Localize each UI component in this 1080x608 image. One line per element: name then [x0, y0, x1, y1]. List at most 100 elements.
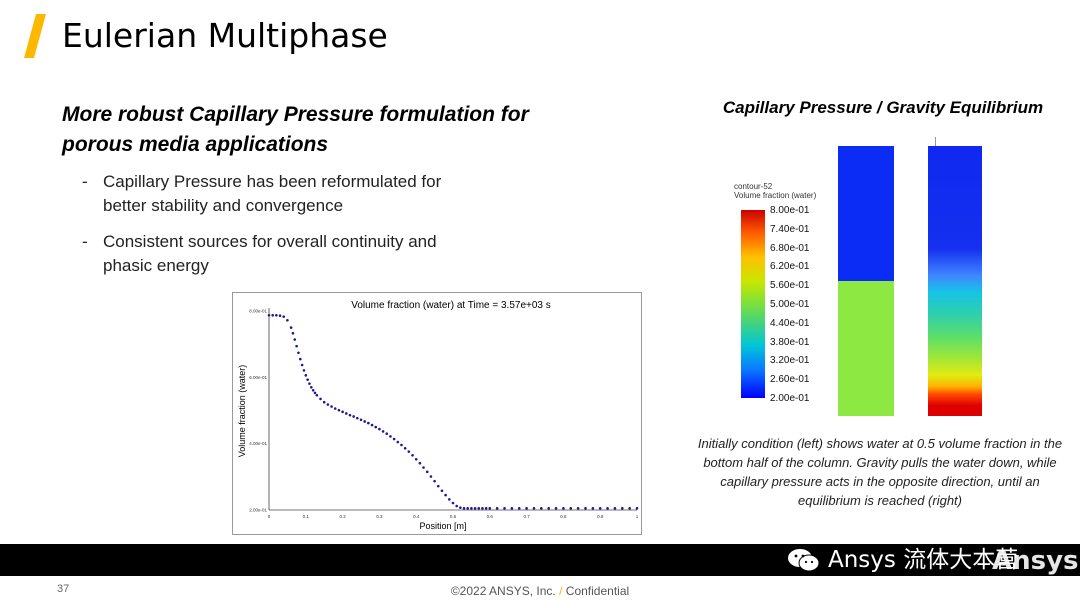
- contour-legend-title: contour-52 Volume fraction (water): [734, 182, 816, 200]
- bullet-text: Consistent sources for overall continuit…: [103, 232, 437, 275]
- data-point: [477, 507, 481, 510]
- accent-slash-icon: [24, 14, 46, 58]
- data-point: [466, 507, 470, 510]
- watermark-text: Ansys 流体大本营: [828, 547, 1019, 573]
- data-point: [389, 435, 392, 438]
- x-axis-label: Position [m]: [419, 521, 466, 531]
- data-point: [291, 331, 295, 335]
- data-point: [562, 507, 565, 510]
- data-point: [381, 430, 385, 433]
- data-point: [396, 440, 400, 444]
- data-point: [370, 423, 374, 427]
- initial-condition-column: [838, 146, 894, 416]
- wechat-icon: [788, 549, 820, 572]
- data-point: [322, 400, 326, 404]
- equilibrium-column: [928, 146, 982, 416]
- data-point: [444, 493, 447, 497]
- data-point: [598, 507, 602, 510]
- page-number: 37: [57, 583, 70, 595]
- data-point: [411, 453, 414, 457]
- data-point: [425, 470, 429, 474]
- x-tick-label: 0.6: [487, 514, 494, 519]
- color-scale-tick-label: 2.00e-01: [770, 393, 810, 404]
- data-point: [414, 457, 418, 461]
- x-tick-label: 0.2: [339, 514, 346, 519]
- color-scale-tick-label: 4.40e-01: [770, 317, 810, 329]
- data-point: [392, 437, 396, 441]
- data-point: [606, 507, 609, 510]
- data-point: [422, 466, 425, 469]
- color-scale-tick-label: 8.00e-01: [770, 205, 810, 216]
- color-scale-tick-label: 6.80e-01: [770, 242, 810, 254]
- color-scale-bar: [741, 210, 765, 398]
- data-point: [295, 344, 298, 348]
- data-point: [319, 397, 322, 401]
- y-tick-label: 8.00e-01: [249, 309, 267, 314]
- color-scale-tick-label: 3.80e-01: [770, 336, 810, 348]
- data-point: [451, 501, 455, 505]
- data-point: [525, 507, 528, 510]
- volume-fraction-chart: Volume fraction (water) at Time = 3.57e+…: [232, 292, 642, 535]
- data-point: [315, 393, 319, 397]
- color-scale-tick-label: 7.40e-01: [770, 223, 810, 235]
- data-point: [267, 314, 271, 317]
- data-point: [293, 338, 297, 341]
- data-point: [298, 357, 302, 361]
- chart-title: Volume fraction (water) at Time = 3.57e+…: [351, 300, 551, 311]
- data-point: [470, 507, 473, 510]
- color-scale-tick-label: 5.00e-01: [770, 299, 810, 310]
- data-point: [484, 507, 488, 510]
- data-point: [503, 507, 506, 510]
- data-point: [313, 391, 317, 395]
- data-point: [403, 447, 407, 450]
- data-point: [271, 314, 274, 317]
- data-point: [407, 450, 411, 453]
- data-point: [306, 378, 309, 381]
- data-point: [344, 412, 348, 415]
- data-point: [436, 484, 440, 488]
- data-point: [356, 416, 359, 420]
- y-tick-label: 4.00e-01: [249, 441, 267, 446]
- data-point: [385, 432, 389, 436]
- data-point: [359, 418, 363, 422]
- x-tick-label: 0.7: [523, 514, 530, 519]
- data-point: [554, 507, 558, 510]
- ansys-logo: Ansys: [992, 546, 1079, 576]
- chart-svg: Volume fraction (water) at Time = 3.57e+…: [237, 300, 639, 531]
- y-axis-label: Volume fraction (water): [237, 365, 247, 458]
- data-point: [278, 314, 282, 317]
- bullet-text: Capillary Pressure has been reformulated…: [103, 172, 442, 215]
- x-tick-label: 1: [636, 514, 639, 519]
- data-point: [569, 507, 573, 510]
- data-point: [341, 410, 344, 414]
- data-point: [455, 504, 458, 508]
- data-point: [400, 443, 403, 447]
- data-point: [433, 479, 436, 483]
- data-point: [300, 363, 304, 367]
- data-point: [326, 403, 330, 406]
- color-scale-tick-label: 6.20e-01: [770, 261, 810, 273]
- x-tick-label: 0.8: [560, 514, 567, 519]
- data-point: [517, 507, 521, 510]
- equilibrium-title: Capillary Pressure / Gravity Equilibrium: [722, 98, 1044, 117]
- data-point: [591, 507, 595, 510]
- footer-bar: [0, 544, 1080, 576]
- bullet-dash: -: [82, 232, 88, 251]
- copyright-separator: /: [559, 584, 563, 598]
- data-point: [510, 507, 514, 510]
- data-point: [620, 507, 624, 510]
- data-point: [547, 507, 550, 510]
- slide-title: Eulerian Multiphase: [62, 16, 388, 55]
- y-tick-label: 6.00e-01: [249, 375, 267, 380]
- confidential-text: Confidential: [565, 584, 630, 598]
- data-point: [289, 326, 293, 329]
- data-point: [584, 507, 587, 510]
- x-tick-label: 0: [268, 514, 271, 519]
- data-point: [308, 382, 311, 385]
- data-point: [495, 507, 499, 510]
- color-scale-tick-label: 3.20e-01: [770, 355, 810, 367]
- data-point: [302, 369, 306, 372]
- color-scale-tick-label: 5.60e-01: [770, 280, 810, 292]
- data-point: [297, 351, 300, 355]
- bullet-item: - Consistent sources for overall continu…: [82, 230, 482, 278]
